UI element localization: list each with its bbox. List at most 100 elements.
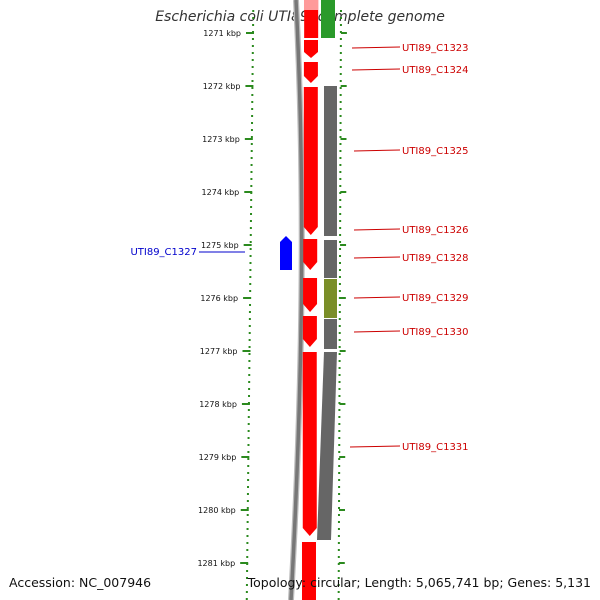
feature-track-tick [338,437,341,439]
green-feature-block [321,0,335,38]
feature-track-tick [338,451,341,453]
ruler-minor-tick [246,521,249,523]
feature-track-tick [338,374,341,376]
feature-track-tick [339,164,342,166]
feature-track-tick [338,444,341,446]
feature-track-tick [338,388,341,390]
ruler-minor-tick [249,304,252,306]
feature-track-tick [339,80,342,82]
feature-track-tick [338,269,341,271]
accession-text: Accession: NC_007946 [9,575,152,590]
feature-track-tick [339,234,342,236]
ruler-minor-tick [247,465,250,467]
ruler-tick-label: 1280 kbp [198,506,236,515]
ruler-minor-tick [246,535,249,537]
ruler-minor-tick [247,416,250,418]
ruler-minor-tick [252,10,255,12]
forward-cds-arrow [303,62,318,83]
grey-feature-block [324,86,337,236]
ruler-minor-tick [246,507,249,509]
ruler-minor-tick [245,591,248,593]
ruler-minor-tick [247,430,250,432]
ruler-minor-tick [247,479,250,481]
ruler-minor-tick [249,262,252,264]
gene-label: UTI89_C1324 [402,65,469,76]
ruler-minor-tick [251,80,254,82]
grey-feature-block [324,240,337,278]
ruler-major-tick [243,244,252,246]
ruler-minor-tick [251,87,254,89]
gene-leader-line [353,228,401,231]
feature-track-tick [337,549,340,551]
feature-track-tick [338,339,341,341]
ruler-minor-tick [246,577,249,579]
feature-track-tick [339,101,342,103]
feature-track-tick [338,465,341,467]
feature-track-tick [338,493,341,495]
ruler-minor-tick [250,150,253,152]
gene-label: UTI89_C1331 [402,442,469,453]
ruler-minor-tick [251,115,254,117]
gene-leader-line [351,68,401,71]
ruler-major-tick [240,509,249,511]
ruler-minor-tick [246,556,249,558]
feature-track-tick [337,528,340,530]
ruler-minor-tick [249,276,252,278]
feature-track-tick [339,129,342,131]
ruler-minor-tick [251,94,254,96]
feature-track-tick [338,346,341,348]
feature-track-tick [337,535,340,537]
feature-track-tick [339,17,342,19]
gene-leader-line [353,296,401,299]
feature-track-tick [339,122,342,124]
feature-track-tick [339,94,342,96]
feature-track-tick [337,556,340,558]
ruler-major-tick [244,191,253,193]
ruler-minor-tick [248,325,251,327]
feature-track-tick [338,262,341,264]
ruler-minor-tick [251,52,254,54]
ruler-minor-tick [251,108,254,110]
ruler-major-tick [244,138,253,140]
forward-cds-arrow [302,316,317,347]
feature-track-tick [339,185,342,187]
gene-label: UTI89_C1328 [402,253,469,264]
feature-track-tick [339,136,342,138]
gene-leader-line [349,445,401,448]
ruler-minor-tick [246,570,249,572]
feature-track-tick [339,52,342,54]
grey-feature-block [317,352,337,540]
feature-track-tick [338,353,341,355]
feature-track-tick [338,486,341,488]
ruler-minor-tick [247,486,250,488]
feature-track-tick [337,591,340,593]
feature-track-tick [338,290,341,292]
feature-track-tick [338,472,341,474]
feature-track-major-tick [340,138,347,140]
ruler-minor-tick [251,122,254,124]
ruler-minor-tick [245,584,248,586]
ruler-tick-label: 1277 kbp [200,347,238,356]
forward-cds-arrow [302,352,317,536]
ruler-minor-tick [247,409,250,411]
ruler-minor-tick [249,255,252,257]
forward-cds-highlight [304,0,318,10]
ruler-minor-tick [252,24,255,26]
feature-track-tick [339,241,342,243]
ruler-tick-label: 1273 kbp [202,135,240,144]
feature-track-major-tick [339,297,346,299]
ruler-minor-tick [250,213,253,215]
ruler-major-tick [241,403,250,405]
ruler-minor-tick [247,444,250,446]
gene-label: UTI89_C1327 [130,247,197,258]
gene-leader-line [353,256,401,259]
ruler-minor-tick [250,164,253,166]
forward-cds-arrow [304,40,318,58]
feature-track-tick [337,570,340,572]
forward-cds-block [301,542,316,600]
feature-track-tick [338,283,341,285]
ruler-minor-tick [248,339,251,341]
feature-track-tick [338,304,341,306]
feature-track-tick [338,381,341,383]
forward-cds-arrow [303,87,318,235]
